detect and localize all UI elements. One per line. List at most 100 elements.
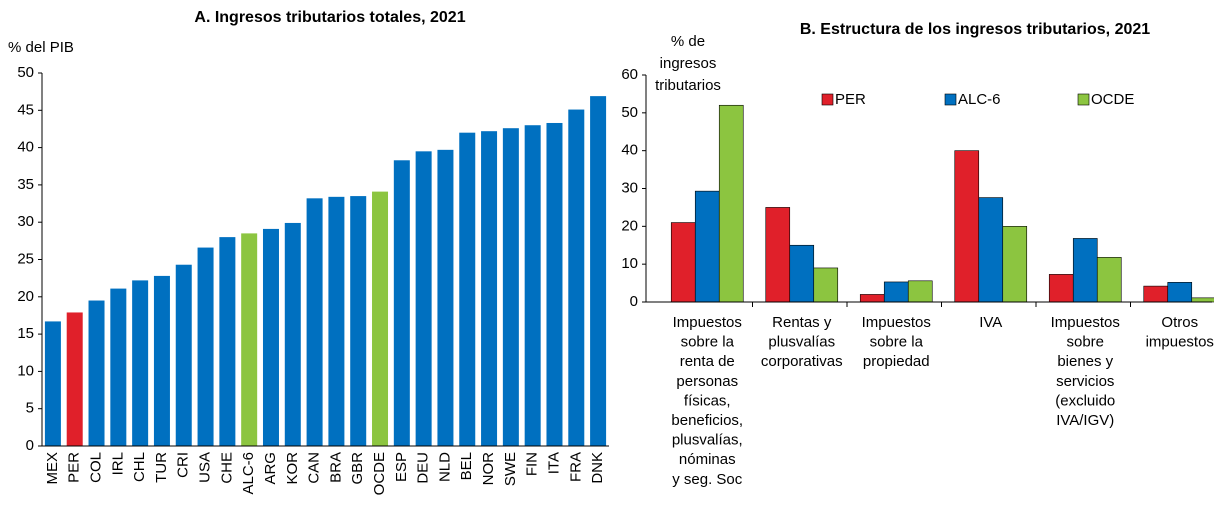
y-axis-label: tributarios xyxy=(655,77,721,94)
x-tick-label: Impuestos xyxy=(1051,314,1120,331)
bar xyxy=(813,267,839,303)
chart-title: A. Ingresos tributarios totales, 2021 xyxy=(194,9,465,26)
bar xyxy=(350,196,367,446)
bar xyxy=(978,197,1004,303)
bar xyxy=(284,222,301,446)
x-tick-label: KOR xyxy=(284,452,301,485)
y-tick-label: 10 xyxy=(17,362,34,379)
bar xyxy=(789,244,815,303)
y-tick-label: 25 xyxy=(17,250,34,267)
x-tick-label: DNK xyxy=(589,452,606,484)
x-tick-label: Impuestos xyxy=(673,314,742,331)
x-tick-label: NOR xyxy=(480,452,497,486)
legend-swatch xyxy=(1077,93,1090,106)
bar xyxy=(694,190,720,303)
x-tick-label: corporativas xyxy=(761,353,843,370)
y-tick-label: 35 xyxy=(17,176,34,193)
x-tick-label: NLD xyxy=(436,452,453,482)
x-tick-label: FIN xyxy=(524,452,541,476)
bar xyxy=(393,160,410,447)
bar xyxy=(590,96,607,446)
y-tick-label: 10 xyxy=(621,255,638,272)
x-tick-label: BEL xyxy=(458,452,475,480)
bar xyxy=(459,132,476,446)
x-tick-label: ESP xyxy=(393,452,410,482)
legend-swatch xyxy=(821,93,834,106)
bar xyxy=(88,300,105,446)
y-tick-label: 0 xyxy=(26,437,34,454)
legend-swatch xyxy=(944,93,957,106)
bar xyxy=(907,280,933,303)
y-tick-label: 40 xyxy=(621,142,638,159)
legend-label: ALC-6 xyxy=(958,91,1001,108)
chart-title: B. Estructura de los ingresos tributario… xyxy=(800,21,1150,38)
x-tick-label: FRA xyxy=(567,452,584,482)
y-tick-label: 15 xyxy=(17,325,34,342)
x-tick-label: sobre la xyxy=(870,334,924,351)
x-tick-label: Rentas y xyxy=(772,314,832,331)
bar xyxy=(883,281,909,303)
y-tick-label: 0 xyxy=(630,293,638,310)
x-tick-label: OCDE xyxy=(371,452,388,495)
bar xyxy=(481,131,498,447)
x-tick-label: plusvalías xyxy=(768,334,835,351)
bar xyxy=(1096,257,1122,303)
bar xyxy=(197,247,214,446)
bar xyxy=(954,150,980,303)
x-tick-label: BRA xyxy=(327,452,344,483)
x-tick-label: (excluido xyxy=(1055,392,1115,409)
x-tick-label: ALC-6 xyxy=(240,452,257,495)
legend-label: PER xyxy=(835,91,866,108)
bar xyxy=(132,280,149,446)
bar xyxy=(306,198,323,446)
bar xyxy=(670,222,696,303)
bar xyxy=(1002,226,1028,303)
y-tick-label: 60 xyxy=(621,66,638,83)
bar xyxy=(546,122,563,447)
x-tick-label: SWE xyxy=(502,452,519,486)
bar xyxy=(44,321,61,446)
bar xyxy=(328,196,345,446)
bar xyxy=(859,294,885,303)
x-tick-label: sobre la xyxy=(681,334,735,351)
x-tick-label: servicios xyxy=(1056,373,1114,390)
bar xyxy=(1167,282,1193,303)
x-tick-label: TUR xyxy=(153,452,170,483)
bar xyxy=(437,149,454,446)
bar xyxy=(502,128,519,447)
y-tick-label: 50 xyxy=(621,104,638,121)
y-tick-label: 40 xyxy=(17,139,34,156)
x-tick-label: personas xyxy=(676,373,738,390)
y-tick-label: 20 xyxy=(17,288,34,305)
x-tick-label: Otros xyxy=(1161,314,1198,331)
bar xyxy=(241,233,258,446)
x-tick-label: nóminas xyxy=(679,451,736,468)
x-tick-label: físicas, xyxy=(684,392,731,409)
x-tick-label: renta de xyxy=(680,353,735,370)
x-tick-label: sobre xyxy=(1066,334,1104,351)
x-tick-label: IRL xyxy=(109,452,126,475)
bar xyxy=(1048,274,1074,303)
x-tick-label: ARG xyxy=(262,452,279,485)
bar xyxy=(153,275,170,446)
x-tick-label: MEX xyxy=(44,452,61,485)
bar xyxy=(66,312,83,446)
x-tick-label: CHE xyxy=(218,452,235,484)
bar xyxy=(415,151,432,446)
x-tick-label: CRI xyxy=(175,452,192,478)
x-tick-label: GBR xyxy=(349,452,366,485)
x-tick-label: impuestos xyxy=(1146,334,1214,351)
bar xyxy=(1143,285,1169,303)
x-tick-label: plusvalías, xyxy=(672,432,743,449)
x-tick-label: IVA xyxy=(979,314,1002,331)
bar xyxy=(262,228,279,446)
y-tick-label: 50 xyxy=(17,64,34,81)
x-tick-label: ITA xyxy=(545,452,562,474)
bar xyxy=(718,104,744,303)
legend-label: OCDE xyxy=(1091,91,1134,108)
bar xyxy=(110,288,127,446)
bar xyxy=(1072,238,1098,303)
x-tick-label: CAN xyxy=(306,452,323,484)
y-tick-label: 30 xyxy=(621,179,638,196)
